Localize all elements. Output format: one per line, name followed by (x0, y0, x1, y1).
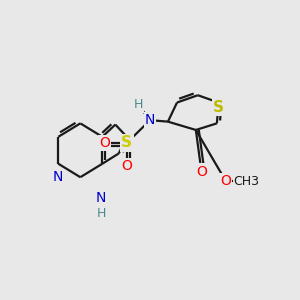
Text: O: O (220, 174, 231, 188)
Text: N: N (96, 191, 106, 205)
Text: N: N (145, 113, 155, 127)
Text: CH3: CH3 (234, 175, 260, 188)
Text: O: O (196, 165, 207, 178)
Text: N: N (96, 191, 106, 205)
Text: H: H (134, 98, 143, 112)
Text: O: O (99, 136, 110, 150)
Text: H: H (96, 207, 106, 220)
Text: O: O (122, 159, 132, 173)
Text: S: S (121, 135, 132, 150)
Text: N: N (53, 170, 64, 184)
Text: S: S (213, 100, 224, 115)
